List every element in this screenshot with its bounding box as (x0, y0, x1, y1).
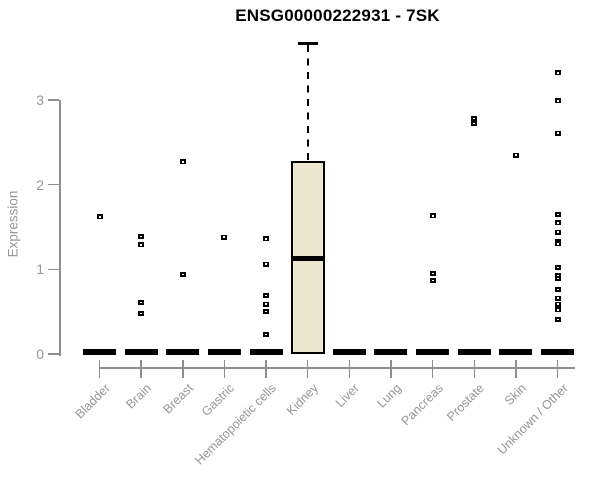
x-tick (556, 360, 559, 378)
boxplot-zero-bar (166, 349, 200, 355)
y-tick-label: 1 (36, 261, 44, 278)
outlier-point (263, 332, 270, 338)
outlier-point (554, 287, 561, 293)
x-tick-label: Prostate (444, 381, 488, 424)
boxplot-zero-bar (416, 349, 450, 355)
outlier-point (512, 152, 519, 158)
x-tick (473, 360, 475, 378)
outlier-point (138, 299, 145, 305)
x-tick (515, 360, 517, 378)
x-tick-label: Hematopoietic cells (192, 381, 279, 468)
y-tick-label: 0 (36, 346, 44, 362)
boxplot-zero-bar (457, 349, 491, 355)
x-tick (140, 360, 142, 378)
outlier-point (554, 301, 561, 307)
x-tick-label: Gastric (199, 381, 238, 419)
boxplot-zero-bar (374, 349, 408, 355)
outlier-point (554, 316, 561, 322)
x-tick-label: Liver (333, 381, 363, 411)
outlier-point (554, 241, 561, 247)
outlier-point (138, 242, 145, 248)
outlier-point (554, 295, 561, 301)
outlier-point (179, 159, 186, 165)
outlier-point (221, 234, 228, 240)
outlier-point (554, 229, 561, 235)
y-tick-label: 3 (36, 91, 44, 108)
x-tick-label: Lung (374, 381, 404, 411)
outlier-point (554, 307, 561, 313)
outlier-point (471, 121, 478, 127)
outlier-point (96, 214, 103, 220)
boxplot-whisker (306, 45, 309, 161)
outlier-point (554, 272, 561, 278)
outlier-point (429, 271, 436, 277)
boxplot-zero-bar (124, 349, 158, 355)
x-tick-label: Kidney (283, 381, 321, 418)
x-tick (348, 360, 351, 378)
x-tick (223, 360, 226, 378)
y-tick (48, 99, 59, 101)
boxplot-median (290, 255, 325, 262)
outlier-point (554, 276, 561, 282)
boxplot-zero-bar (83, 349, 116, 355)
outlier-point (179, 271, 186, 277)
y-tick (48, 353, 59, 355)
outlier-point (554, 98, 561, 104)
y-tick (48, 268, 59, 271)
x-tick-label: Brain (123, 381, 155, 412)
outlier-point (554, 238, 561, 244)
x-tick (265, 360, 267, 378)
y-axis-line (59, 100, 61, 356)
boxplot-zero-bar (207, 349, 241, 355)
x-axis-line (98, 367, 575, 369)
outlier-point (429, 213, 436, 219)
x-tick (306, 360, 309, 378)
outlier-point (554, 211, 561, 217)
outlier-point (138, 233, 145, 239)
outlier-point (263, 236, 270, 242)
x-tick-label: Pancreas (398, 381, 446, 429)
outlier-point (263, 301, 270, 307)
boxplot-zero-bar (541, 349, 575, 355)
outlier-point (471, 116, 478, 122)
outlier-point (554, 220, 561, 226)
outlier-point (263, 309, 270, 315)
x-tick-label: Bladder (72, 381, 113, 422)
boxplot-whisker-cap (297, 41, 318, 45)
chart-title: ENSG00000222931 - 7SK (235, 6, 440, 25)
x-tick (182, 360, 184, 378)
outlier-point (554, 265, 561, 271)
y-tick-label: 2 (36, 176, 44, 193)
x-tick-label: Breast (160, 381, 196, 417)
outlier-point (138, 310, 145, 316)
boxplot-zero-bar (332, 349, 366, 355)
boxplot-zero-bar (249, 349, 283, 355)
x-tick (390, 360, 392, 378)
outlier-point (429, 277, 436, 283)
outlier-point (554, 70, 561, 76)
y-tick (48, 183, 59, 186)
outlier-point (554, 130, 561, 136)
x-tick-label: Skin (501, 381, 529, 409)
x-tick (431, 360, 434, 378)
outlier-point (263, 293, 270, 299)
x-tick (98, 360, 101, 378)
outlier-point (263, 261, 270, 267)
boxplot-zero-bar (499, 349, 533, 355)
